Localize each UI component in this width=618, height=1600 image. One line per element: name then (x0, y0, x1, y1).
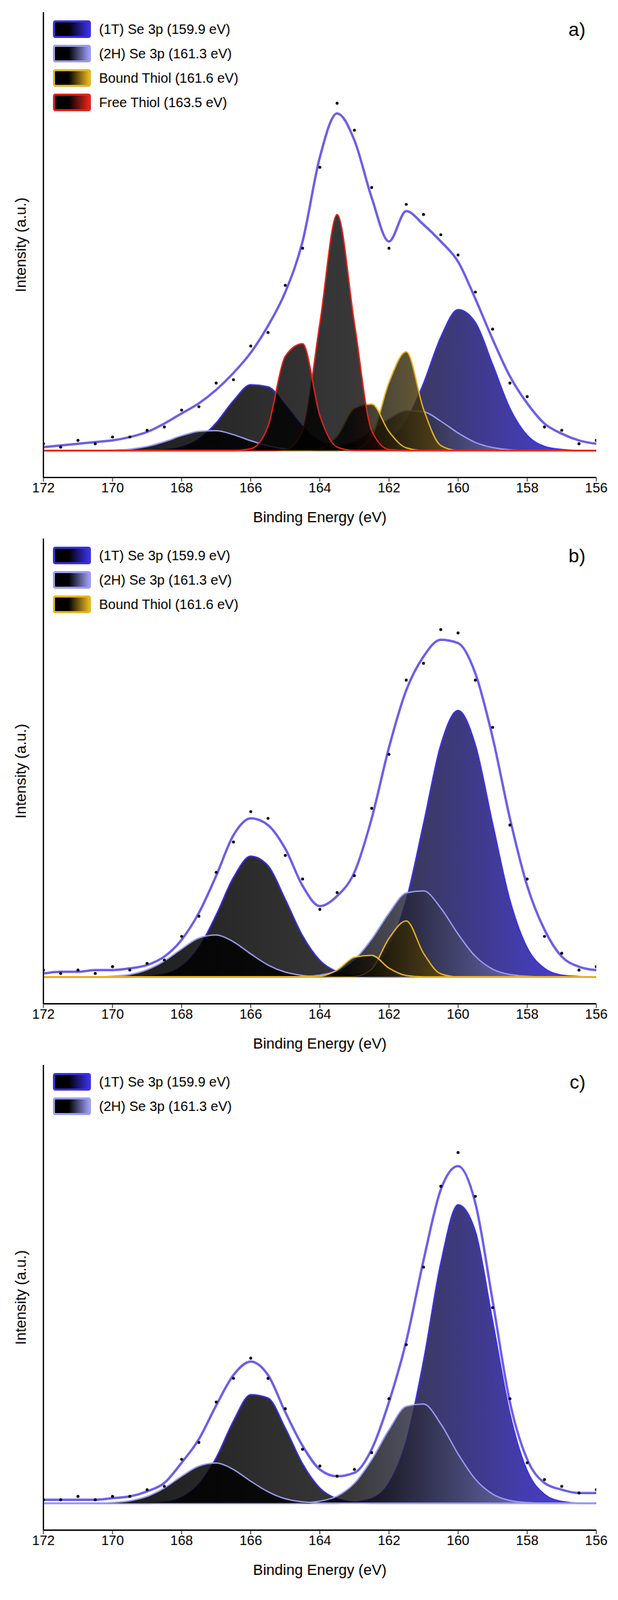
svg-text:162: 162 (377, 480, 401, 496)
svg-text:156: 156 (584, 1006, 608, 1022)
html-text:Free Thiol (163.5 eV): Free Thiol (163.5 eV) (99, 94, 227, 110)
html-text:(1T) Se 3p (159.9 eV): (1T) Se 3p (159.9 eV) (99, 21, 231, 37)
svg-text:164: 164 (308, 1006, 332, 1022)
svg-text:Intensity (a.u.): Intensity (a.u.) (12, 723, 30, 819)
svg-text:158: 158 (515, 1006, 538, 1022)
html-text:b): b) (568, 545, 586, 567)
html-text:a): a) (568, 18, 586, 41)
svg-text:156: 156 (584, 480, 608, 496)
svg-text:Intensity (a.u.): Intensity (a.u.) (12, 197, 30, 292)
svg-text:170: 170 (101, 1006, 124, 1022)
svg-text:166: 166 (239, 1006, 262, 1022)
svg-text:168: 168 (170, 1533, 193, 1549)
svg-text:172: 172 (31, 1006, 55, 1022)
svg-text:Binding Energy (eV): Binding Energy (eV) (253, 1561, 387, 1579)
svg-text:172: 172 (31, 1533, 55, 1549)
svg-text:164: 164 (308, 480, 332, 496)
html-text:c): c) (569, 1071, 586, 1093)
svg-text:158: 158 (515, 480, 538, 496)
svg-text:168: 168 (170, 1006, 193, 1022)
html-text:Bound Thiol (161.6 eV): Bound Thiol (161.6 eV) (99, 70, 239, 86)
svg-text:158: 158 (515, 1533, 538, 1549)
html-text:(2H) Se 3p (161.3 eV): (2H) Se 3p (161.3 eV) (99, 45, 232, 61)
svg-text:170: 170 (101, 1533, 124, 1549)
svg-text:168: 168 (170, 480, 193, 496)
svg-text:162: 162 (377, 1006, 401, 1022)
svg-text:166: 166 (239, 1533, 262, 1549)
html-text:(1T) Se 3p (159.9 eV): (1T) Se 3p (159.9 eV) (99, 547, 231, 563)
svg-text:172: 172 (31, 480, 55, 496)
svg-text:160: 160 (447, 1006, 470, 1022)
svg-text:Binding Energy (eV): Binding Energy (eV) (253, 508, 387, 526)
html-text:Bound Thiol (161.6 eV): Bound Thiol (161.6 eV) (99, 596, 239, 612)
html-text:(2H) Se 3p (161.3 eV): (2H) Se 3p (161.3 eV) (99, 1098, 232, 1114)
svg-text:160: 160 (447, 480, 470, 496)
svg-text:Binding Energy (eV): Binding Energy (eV) (253, 1035, 387, 1053)
html-text:(2H) Se 3p (161.3 eV): (2H) Se 3p (161.3 eV) (99, 572, 232, 588)
svg-text:162: 162 (377, 1533, 401, 1549)
svg-text:170: 170 (101, 480, 124, 496)
svg-text:Intensity (a.u.): Intensity (a.u.) (12, 1250, 30, 1345)
svg-text:156: 156 (584, 1533, 608, 1549)
svg-text:166: 166 (239, 480, 262, 496)
svg-text:164: 164 (308, 1533, 332, 1549)
html-text:(1T) Se 3p (159.9 eV): (1T) Se 3p (159.9 eV) (99, 1074, 231, 1090)
svg-text:160: 160 (447, 1533, 470, 1549)
